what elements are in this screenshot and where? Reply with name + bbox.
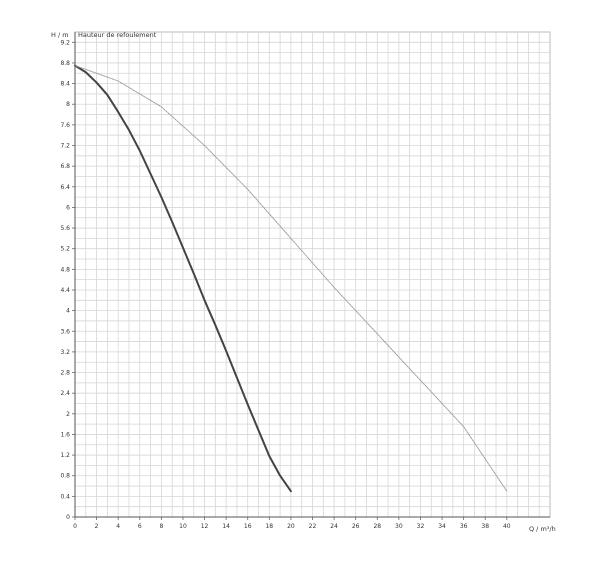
x-tick-label: 14 xyxy=(222,523,230,530)
y-tick-label: 5.6 xyxy=(60,225,70,232)
x-tick-label: 18 xyxy=(265,523,273,530)
y-tick-label: 2 xyxy=(66,411,70,418)
x-tick-label: 20 xyxy=(287,523,295,530)
x-tick-label: 30 xyxy=(395,523,403,530)
y-tick-label: 3.6 xyxy=(60,328,70,335)
y-tick-label: 6.8 xyxy=(60,163,70,170)
y-tick-label: 8.4 xyxy=(60,81,70,88)
x-tick-label: 26 xyxy=(352,523,360,530)
y-tick-label: 8 xyxy=(66,101,70,108)
grid-layer xyxy=(74,31,551,518)
y-axis-label: H / m xyxy=(51,31,69,39)
y-tick-label: 2.8 xyxy=(60,370,70,377)
series-layer xyxy=(74,64,508,493)
x-tick-label: 34 xyxy=(438,523,446,530)
x-tick-label: 16 xyxy=(244,523,252,530)
y-tick-label: 8.8 xyxy=(60,60,70,67)
y-tick-label: 6.4 xyxy=(60,184,70,191)
series-line-1 xyxy=(74,64,292,493)
y-tick-label: 7.6 xyxy=(60,122,70,129)
x-tick-label: 0 xyxy=(73,523,77,530)
x-tick-label: 40 xyxy=(503,523,511,530)
y-tick-label: 4.4 xyxy=(60,287,70,294)
x-tick-label: 28 xyxy=(373,523,381,530)
x-tick-label: 22 xyxy=(309,523,317,530)
y-tick-label: 6 xyxy=(66,204,70,211)
y-tick-label: 7.2 xyxy=(60,143,70,150)
y-tick-label: 0.4 xyxy=(60,493,70,500)
x-tick-label: 10 xyxy=(179,523,187,530)
axis-layer: 0 2 4 6 8 10 12 14 16 18 20 22 24 26 28 30 32 34 36 38 4000.… xyxy=(60,32,550,530)
x-tick-label: 12 xyxy=(201,523,209,530)
y-tick-label: 4.8 xyxy=(60,266,70,273)
x-tick-label: 32 xyxy=(417,523,425,530)
y-tick-label: 0.8 xyxy=(60,473,70,480)
chart-title: Hauteur de refoulement xyxy=(78,31,157,39)
x-tick-label: 4 xyxy=(116,523,120,530)
y-tick-label: 0 xyxy=(66,514,70,521)
y-tick-label: 5.2 xyxy=(60,246,70,253)
y-tick-label: 4 xyxy=(66,308,70,315)
x-tick-label: 38 xyxy=(481,523,489,530)
x-tick-label: 2 xyxy=(95,523,99,530)
x-tick-label: 8 xyxy=(159,523,163,530)
x-tick-label: 36 xyxy=(460,523,468,530)
y-tick-label: 1.2 xyxy=(60,452,70,459)
y-tick-label: 3.2 xyxy=(60,349,70,356)
x-axis-label: Q / m³/h xyxy=(529,525,556,533)
y-tick-label: 9.2 xyxy=(60,39,70,46)
x-tick-label: 24 xyxy=(330,523,338,530)
y-tick-label: 2.4 xyxy=(60,390,70,397)
series-line-2 xyxy=(74,65,508,492)
y-tick-label: 1.6 xyxy=(60,431,70,438)
x-tick-label: 6 xyxy=(138,523,142,530)
